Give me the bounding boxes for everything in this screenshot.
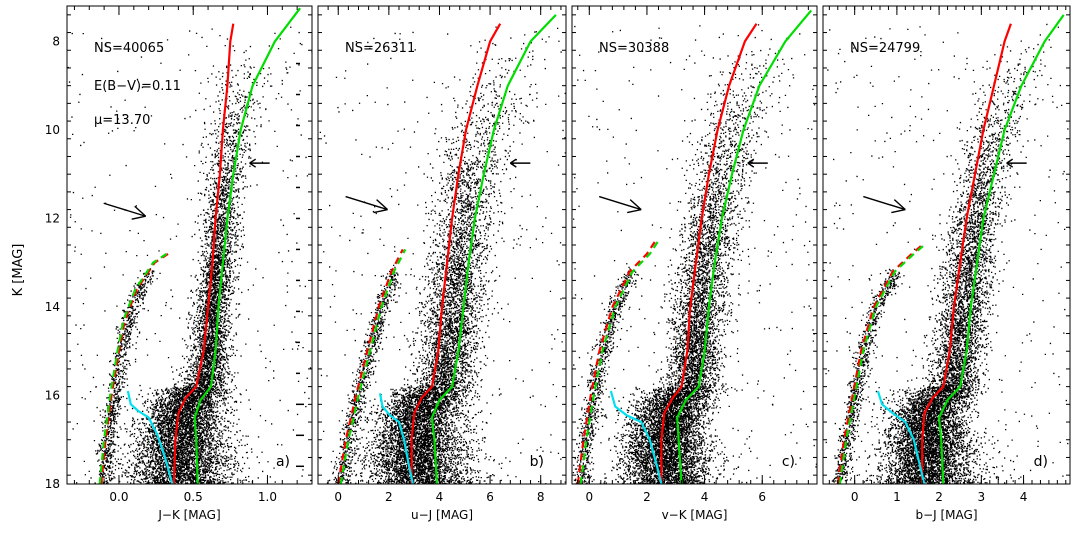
panel-1-label: a) bbox=[276, 454, 290, 470]
panel-3-star-scatter bbox=[572, 24, 817, 484]
panel-1-xlabel: J−K [MAG] bbox=[157, 508, 220, 522]
panel-1-arrow-large-head bbox=[131, 205, 147, 220]
panel-2-arrow-small-head bbox=[509, 158, 517, 168]
panel-1-curves bbox=[98, 7, 301, 484]
panel-4-xtick-label-4: 4 bbox=[1020, 490, 1028, 504]
panel-1-series-5-line bbox=[126, 390, 174, 484]
panel-4-curves bbox=[836, 14, 1065, 484]
panel-3-series-5-line bbox=[609, 390, 663, 484]
panel-1-arrow-large bbox=[103, 202, 146, 217]
panel-3-series-4-line bbox=[579, 239, 660, 484]
panel-3-xtick-label-3: 6 bbox=[758, 490, 766, 504]
panel-2-curves bbox=[337, 14, 557, 484]
y-tick-label-0: 8 bbox=[52, 34, 60, 48]
panel-3-xtick-label-1: 2 bbox=[643, 490, 651, 504]
panel-4-xtick-label-3: 3 bbox=[978, 490, 986, 504]
panel-4-xtick-label-2: 2 bbox=[935, 490, 943, 504]
panel-2-xtick-label-4: 8 bbox=[537, 490, 545, 504]
y-tick-label-3: 14 bbox=[45, 300, 60, 314]
panel-2-stars bbox=[319, 26, 566, 484]
panel-3-series-3-line bbox=[576, 239, 657, 484]
panel-1-xtick-label-0: 0.0 bbox=[109, 490, 128, 504]
panel-1-ns-text: NS=40065 bbox=[94, 41, 164, 56]
panel-1-star-scatter bbox=[67, 26, 312, 484]
panel-1-series-4-line bbox=[98, 252, 168, 484]
panel-1-arrow-small-head bbox=[249, 158, 257, 168]
panel-1-mu-text: μ=13.70 bbox=[94, 113, 150, 128]
scatter-points-layer bbox=[67, 23, 1070, 484]
y-tick-label-5: 18 bbox=[45, 477, 60, 491]
panel-4-xlabel: b−J [MAG] bbox=[915, 508, 977, 522]
panel-3-label: c) bbox=[782, 454, 795, 470]
y-axis-label: K [MAG] bbox=[11, 244, 26, 297]
panel-2-series-2-line bbox=[430, 14, 557, 484]
y-tick-label-1: 10 bbox=[45, 123, 60, 137]
fiducial-curves-layer bbox=[98, 7, 1065, 484]
panel-3-frame bbox=[571, 5, 818, 485]
panel-1-error-bars bbox=[296, 62, 304, 468]
panel-4-series-2-line bbox=[937, 14, 1065, 484]
panel-2-series-5-line bbox=[378, 393, 414, 484]
panel-3-xtick-label-0: 0 bbox=[585, 490, 593, 504]
panel-4-xtick-label-0: 0 bbox=[851, 490, 859, 504]
panel-4-xtick-label-1: 1 bbox=[893, 490, 901, 504]
panel-2-star-scatter bbox=[319, 26, 566, 484]
panel-4-arrow-small-head bbox=[1006, 158, 1014, 168]
panel-1-stars bbox=[67, 26, 312, 484]
panel-4-star-scatter bbox=[823, 23, 1070, 484]
panel-4-label: d) bbox=[1034, 454, 1048, 470]
panel-1-ebv-text: E(B−V)=0.11 bbox=[94, 79, 181, 94]
panel-4-ns-text: NS=24799 bbox=[850, 41, 920, 56]
panel-2-series-1-line bbox=[410, 23, 502, 484]
panel-2-series-3-line bbox=[337, 248, 404, 484]
panel-2-xtick-label-3: 6 bbox=[486, 490, 494, 504]
panel-2-label: b) bbox=[530, 454, 544, 470]
panel-3-arrow-small-head bbox=[747, 158, 755, 168]
panel-4-series-4-line bbox=[838, 244, 926, 484]
panel-4-series-1-line bbox=[921, 23, 1012, 484]
panel-3-series-2-line bbox=[676, 9, 813, 484]
panel-1-series-3-line bbox=[100, 252, 169, 484]
panel-4-series-5-line bbox=[876, 390, 926, 484]
panel-2-xtick-label-2: 4 bbox=[436, 490, 444, 504]
panel-2-series-4-line bbox=[339, 248, 407, 484]
panel-1-series-2-line bbox=[193, 7, 301, 484]
axes-layer: 0.0 0.5 1.0 J−K [MAG] NS=40065 E(B−V)=0.11 μ=1… bbox=[45, 5, 1071, 522]
panel-2-arrow-large-head bbox=[373, 199, 389, 214]
panel-3-curves bbox=[576, 9, 813, 484]
panel-3-stars bbox=[572, 24, 817, 484]
panel-2-xtick-label-0: 0 bbox=[334, 490, 342, 504]
panel-1-series-1-line bbox=[172, 23, 235, 484]
panel-3-arrow-large bbox=[598, 195, 642, 211]
panel-3-series-1-line bbox=[660, 23, 758, 484]
panel-3-xtick-label-2: 4 bbox=[701, 490, 709, 504]
panel-3-xlabel: v−K [MAG] bbox=[662, 508, 728, 522]
y-tick-label-4: 16 bbox=[45, 388, 60, 402]
panel-4-stars bbox=[823, 23, 1070, 484]
panel-1-xtick-label-1: 0.5 bbox=[184, 490, 203, 504]
panel-1-xtick-label-2: 1.0 bbox=[258, 490, 277, 504]
panel-4-arrow-large-head bbox=[891, 199, 906, 214]
y-tick-label-2: 12 bbox=[45, 211, 60, 225]
panel-2-xtick-label-1: 2 bbox=[385, 490, 393, 504]
panel-2-ns-text: NS=26311 bbox=[345, 41, 415, 56]
panel-2-xlabel: u−J [MAG] bbox=[411, 508, 473, 522]
panel-3-ns-text: NS=30388 bbox=[599, 41, 669, 56]
panel-3-arrow-large-head bbox=[627, 199, 642, 214]
panel-2-arrow-large bbox=[345, 195, 388, 211]
panel-4-series-3-line bbox=[836, 244, 923, 484]
panel-4-arrow-large bbox=[863, 195, 906, 211]
